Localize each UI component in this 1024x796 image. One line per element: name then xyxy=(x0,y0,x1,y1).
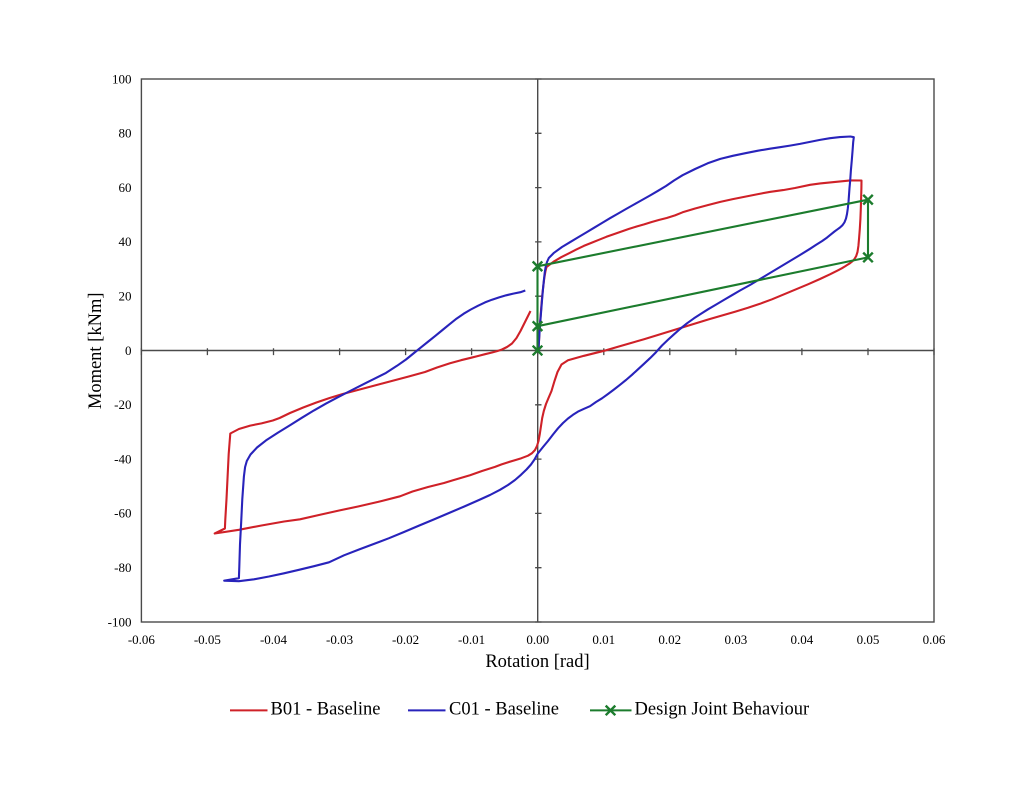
svg-text:-20: -20 xyxy=(114,397,131,412)
svg-text:0.05: 0.05 xyxy=(857,632,880,647)
svg-text:-0.06: -0.06 xyxy=(128,632,156,647)
svg-text:0.02: 0.02 xyxy=(658,632,681,647)
svg-text:-0.04: -0.04 xyxy=(260,632,288,647)
svg-text:-40: -40 xyxy=(114,451,131,466)
svg-text:0.04: 0.04 xyxy=(791,632,814,647)
svg-text:60: 60 xyxy=(119,180,132,195)
svg-text:C01 - Baseline: C01 - Baseline xyxy=(449,700,559,720)
svg-text:0.01: 0.01 xyxy=(592,632,615,647)
svg-text:20: 20 xyxy=(119,289,132,304)
svg-text:-0.05: -0.05 xyxy=(194,632,221,647)
svg-text:B01 - Baseline: B01 - Baseline xyxy=(271,700,381,720)
svg-text:100: 100 xyxy=(112,71,132,86)
svg-text:-80: -80 xyxy=(114,560,131,575)
svg-text:-0.01: -0.01 xyxy=(458,632,485,647)
svg-text:Rotation [rad]: Rotation [rad] xyxy=(485,652,589,672)
svg-text:-0.03: -0.03 xyxy=(326,632,353,647)
svg-text:40: 40 xyxy=(119,234,132,249)
svg-text:-60: -60 xyxy=(114,506,131,521)
svg-text:-0.02: -0.02 xyxy=(392,632,419,647)
svg-text:80: 80 xyxy=(119,126,132,141)
svg-text:Design Joint Behaviour: Design Joint Behaviour xyxy=(635,700,810,720)
svg-text:Moment [kNm]: Moment [kNm] xyxy=(86,292,106,409)
svg-text:0.03: 0.03 xyxy=(725,632,748,647)
svg-text:-100: -100 xyxy=(108,614,132,629)
svg-text:0.00: 0.00 xyxy=(526,632,549,647)
svg-text:0.06: 0.06 xyxy=(923,632,946,647)
svg-text:0: 0 xyxy=(125,343,132,358)
